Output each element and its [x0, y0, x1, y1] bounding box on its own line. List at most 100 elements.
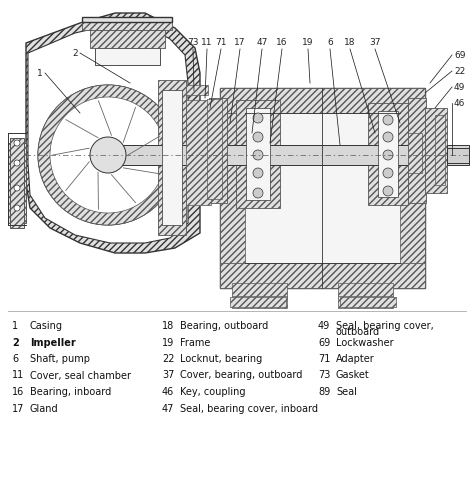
Text: Lockwasher: Lockwasher [336, 338, 393, 348]
Text: Gasket: Gasket [336, 371, 370, 380]
Circle shape [14, 205, 20, 211]
Text: 47: 47 [256, 38, 268, 47]
Text: Cover, seal chamber: Cover, seal chamber [30, 371, 131, 380]
Bar [368, 103, 408, 205]
Bar [162, 90, 182, 225]
Bar [186, 85, 208, 95]
Circle shape [383, 168, 393, 178]
Text: 22: 22 [162, 354, 174, 364]
Text: 18: 18 [162, 321, 174, 331]
Text: 19: 19 [162, 338, 174, 348]
Text: 6: 6 [12, 354, 18, 364]
Bar [95, 145, 455, 165]
Text: Seal: Seal [336, 387, 357, 397]
Bar [95, 48, 160, 65]
Text: 37: 37 [162, 371, 174, 380]
Text: Frame: Frame [180, 338, 210, 348]
Text: Bearing, inboard: Bearing, inboard [30, 387, 111, 397]
Circle shape [253, 150, 263, 160]
Text: Bearing, outboard: Bearing, outboard [180, 321, 268, 331]
Polygon shape [26, 13, 200, 253]
Polygon shape [28, 25, 188, 243]
Bar [338, 296, 393, 308]
Circle shape [383, 186, 393, 196]
Text: 47: 47 [162, 403, 174, 413]
Text: 22: 22 [454, 66, 465, 75]
Circle shape [253, 113, 263, 123]
Circle shape [383, 132, 393, 142]
Text: Seal, bearing cover, inboard: Seal, bearing cover, inboard [180, 403, 318, 413]
Text: 73: 73 [187, 38, 199, 47]
Text: 46: 46 [454, 99, 465, 108]
Text: 89: 89 [318, 387, 330, 397]
Text: 1: 1 [12, 321, 18, 331]
Text: 71: 71 [215, 38, 227, 47]
Text: 37: 37 [369, 38, 381, 47]
Circle shape [14, 185, 20, 191]
Text: 49: 49 [318, 321, 330, 331]
Text: Cover, bearing, outboard: Cover, bearing, outboard [180, 371, 302, 380]
Bar [230, 297, 286, 307]
Text: Shaft, pump: Shaft, pump [30, 354, 90, 364]
Circle shape [253, 168, 263, 178]
Text: 69: 69 [318, 338, 330, 348]
Wedge shape [38, 85, 178, 225]
Text: 71: 71 [318, 354, 330, 364]
Circle shape [383, 115, 393, 125]
Text: 11: 11 [12, 371, 24, 380]
Bar [232, 296, 287, 308]
Text: 69: 69 [454, 50, 465, 59]
Bar [338, 283, 393, 298]
Bar [186, 115, 208, 195]
Circle shape [38, 85, 178, 225]
Text: Seal, bearing cover,: Seal, bearing cover, [336, 321, 434, 331]
Bar [400, 113, 425, 263]
Text: Casing: Casing [30, 321, 63, 331]
Text: 49: 49 [454, 82, 465, 92]
Text: 2: 2 [12, 338, 19, 348]
Text: 19: 19 [302, 38, 314, 47]
Text: Key, coupling: Key, coupling [180, 387, 246, 397]
Bar [408, 98, 426, 203]
Text: 11: 11 [201, 38, 213, 47]
Bar [425, 108, 447, 193]
Bar [435, 115, 445, 185]
Text: 46: 46 [162, 387, 174, 397]
Bar [220, 88, 425, 113]
Bar [340, 297, 396, 307]
Text: outboard: outboard [336, 327, 380, 337]
Bar [447, 145, 469, 165]
Bar [209, 98, 227, 203]
Bar [236, 100, 280, 208]
Circle shape [253, 188, 263, 198]
Text: 16: 16 [12, 387, 24, 397]
Text: Gland: Gland [30, 403, 59, 413]
Circle shape [253, 132, 263, 142]
Text: 17: 17 [12, 403, 24, 413]
Text: Locknut, bearing: Locknut, bearing [180, 354, 262, 364]
Circle shape [14, 140, 20, 146]
Circle shape [383, 150, 393, 160]
Text: 18: 18 [344, 38, 356, 47]
Circle shape [90, 137, 126, 173]
Text: 1: 1 [37, 68, 43, 77]
Bar [220, 88, 425, 288]
Bar [207, 99, 222, 199]
Text: 6: 6 [327, 38, 333, 47]
Bar [90, 30, 165, 48]
Text: Impeller: Impeller [30, 338, 76, 348]
Text: Adapter: Adapter [336, 354, 375, 364]
Bar [8, 143, 26, 223]
Bar [246, 108, 270, 200]
Text: 73: 73 [318, 371, 330, 380]
Bar [158, 80, 186, 235]
Text: 16: 16 [276, 38, 288, 47]
Bar [220, 113, 245, 263]
Circle shape [14, 160, 20, 166]
Bar [82, 17, 172, 22]
Text: 17: 17 [234, 38, 246, 47]
Bar [378, 111, 398, 197]
Bar [232, 283, 287, 298]
Bar [447, 148, 469, 163]
Bar [82, 22, 172, 30]
